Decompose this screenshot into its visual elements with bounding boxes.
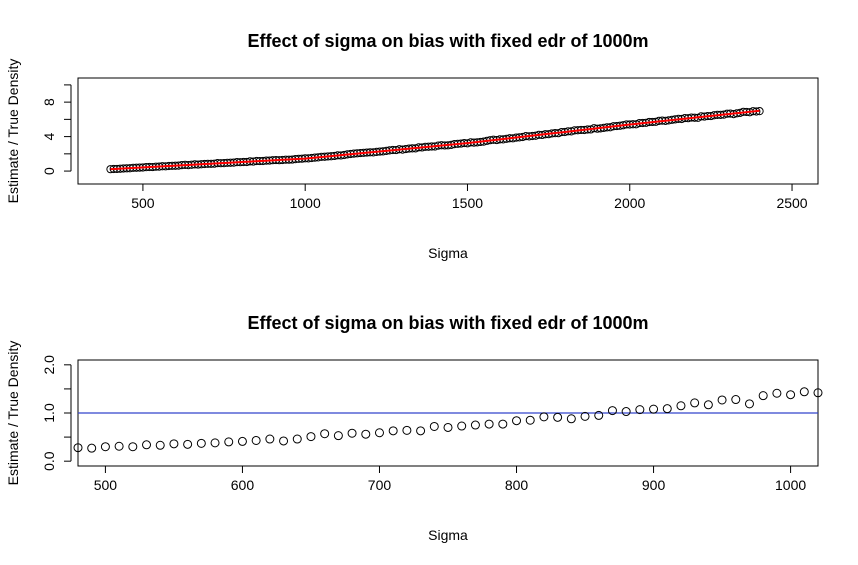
chart-2-y-label: Estimate / True Density [5, 341, 21, 486]
data-point [183, 439, 193, 449]
data-point [388, 426, 398, 436]
data-point [484, 419, 494, 429]
data-point [251, 435, 261, 445]
data-point [196, 438, 206, 448]
x-tick-label: 2500 [776, 195, 807, 211]
data-point [320, 429, 330, 439]
data-point [621, 407, 631, 417]
data-point [566, 414, 576, 424]
x-tick-label: 600 [231, 477, 255, 493]
chart-1-x-label: Sigma [428, 245, 468, 261]
data-point [114, 441, 124, 451]
data-point [744, 399, 754, 409]
data-point [580, 411, 590, 421]
data-point [224, 437, 234, 447]
x-tick-label: 1500 [452, 195, 483, 211]
data-point [73, 443, 83, 453]
y-tick-label: 0 [41, 167, 57, 175]
data-point [128, 442, 138, 452]
data-point [690, 398, 700, 408]
data-point [169, 439, 179, 449]
chart-2-points [73, 387, 823, 453]
data-point [306, 432, 316, 442]
x-tick-label: 500 [94, 477, 118, 493]
chart-1-plot-box [77, 77, 819, 185]
data-point [553, 412, 563, 422]
data-point [100, 442, 110, 452]
data-point [525, 415, 535, 425]
x-tick-label: 1000 [775, 477, 806, 493]
data-point [786, 390, 796, 400]
data-point [731, 395, 741, 405]
x-tick-label: 1000 [290, 195, 321, 211]
chart-2-x-label: Sigma [428, 527, 468, 543]
data-point [416, 426, 426, 436]
chart-1-y-axis: 0 4 8 [41, 84, 72, 175]
data-point [457, 421, 467, 431]
data-point [279, 436, 289, 446]
data-point [772, 388, 782, 398]
data-point [758, 391, 768, 401]
y-tick-label: 0.0 [41, 451, 57, 471]
chart-1-title: Effect of sigma on bias with fixed edr o… [247, 31, 648, 51]
chart-1-x-axis: 500 1000 1500 2000 2500 [131, 183, 808, 211]
x-tick-label: 2000 [614, 195, 645, 211]
x-tick-label: 700 [368, 477, 392, 493]
data-point [703, 400, 713, 410]
y-tick-label: 4 [41, 133, 57, 141]
chart-1-y-label: Estimate / True Density [5, 59, 21, 204]
data-point [662, 404, 672, 414]
chart-2-title: Effect of sigma on bias with fixed edr o… [247, 313, 648, 333]
chart-2-y-axis: 0.0 1.0 2.0 [41, 355, 72, 471]
chart-panel-2: Effect of sigma on bias with fixed edr o… [5, 313, 823, 543]
y-tick-label: 1.0 [41, 403, 57, 423]
data-point [635, 405, 645, 415]
data-point [429, 421, 439, 431]
data-point [443, 422, 453, 432]
chart-1-fit-line [110, 109, 760, 171]
data-point [210, 438, 220, 448]
data-point [717, 395, 727, 405]
data-point [539, 412, 549, 422]
chart-2-x-axis: 500 600 700 800 900 1000 [94, 465, 806, 493]
data-point [594, 410, 604, 420]
data-point [292, 434, 302, 444]
data-point [361, 429, 371, 439]
data-point [799, 387, 809, 397]
x-tick-label: 500 [131, 195, 155, 211]
data-point [498, 419, 508, 429]
data-point [142, 440, 152, 450]
data-point [87, 443, 97, 453]
y-tick-label: 8 [41, 98, 57, 106]
data-point [333, 431, 343, 441]
data-point [347, 428, 357, 438]
data-point [813, 388, 823, 398]
chart-panel-1: Effect of sigma on bias with fixed edr o… [5, 31, 819, 261]
data-point [676, 401, 686, 411]
x-tick-label: 900 [642, 477, 666, 493]
chart-1-points [106, 107, 764, 174]
data-point [470, 420, 480, 430]
data-point [155, 440, 165, 450]
data-point [402, 425, 412, 435]
data-point [649, 404, 659, 414]
y-tick-label: 2.0 [41, 355, 57, 375]
x-tick-label: 800 [505, 477, 529, 493]
data-point [512, 416, 522, 426]
data-point [607, 406, 617, 416]
data-point [265, 434, 275, 444]
data-point [237, 436, 247, 446]
data-point [374, 428, 384, 438]
